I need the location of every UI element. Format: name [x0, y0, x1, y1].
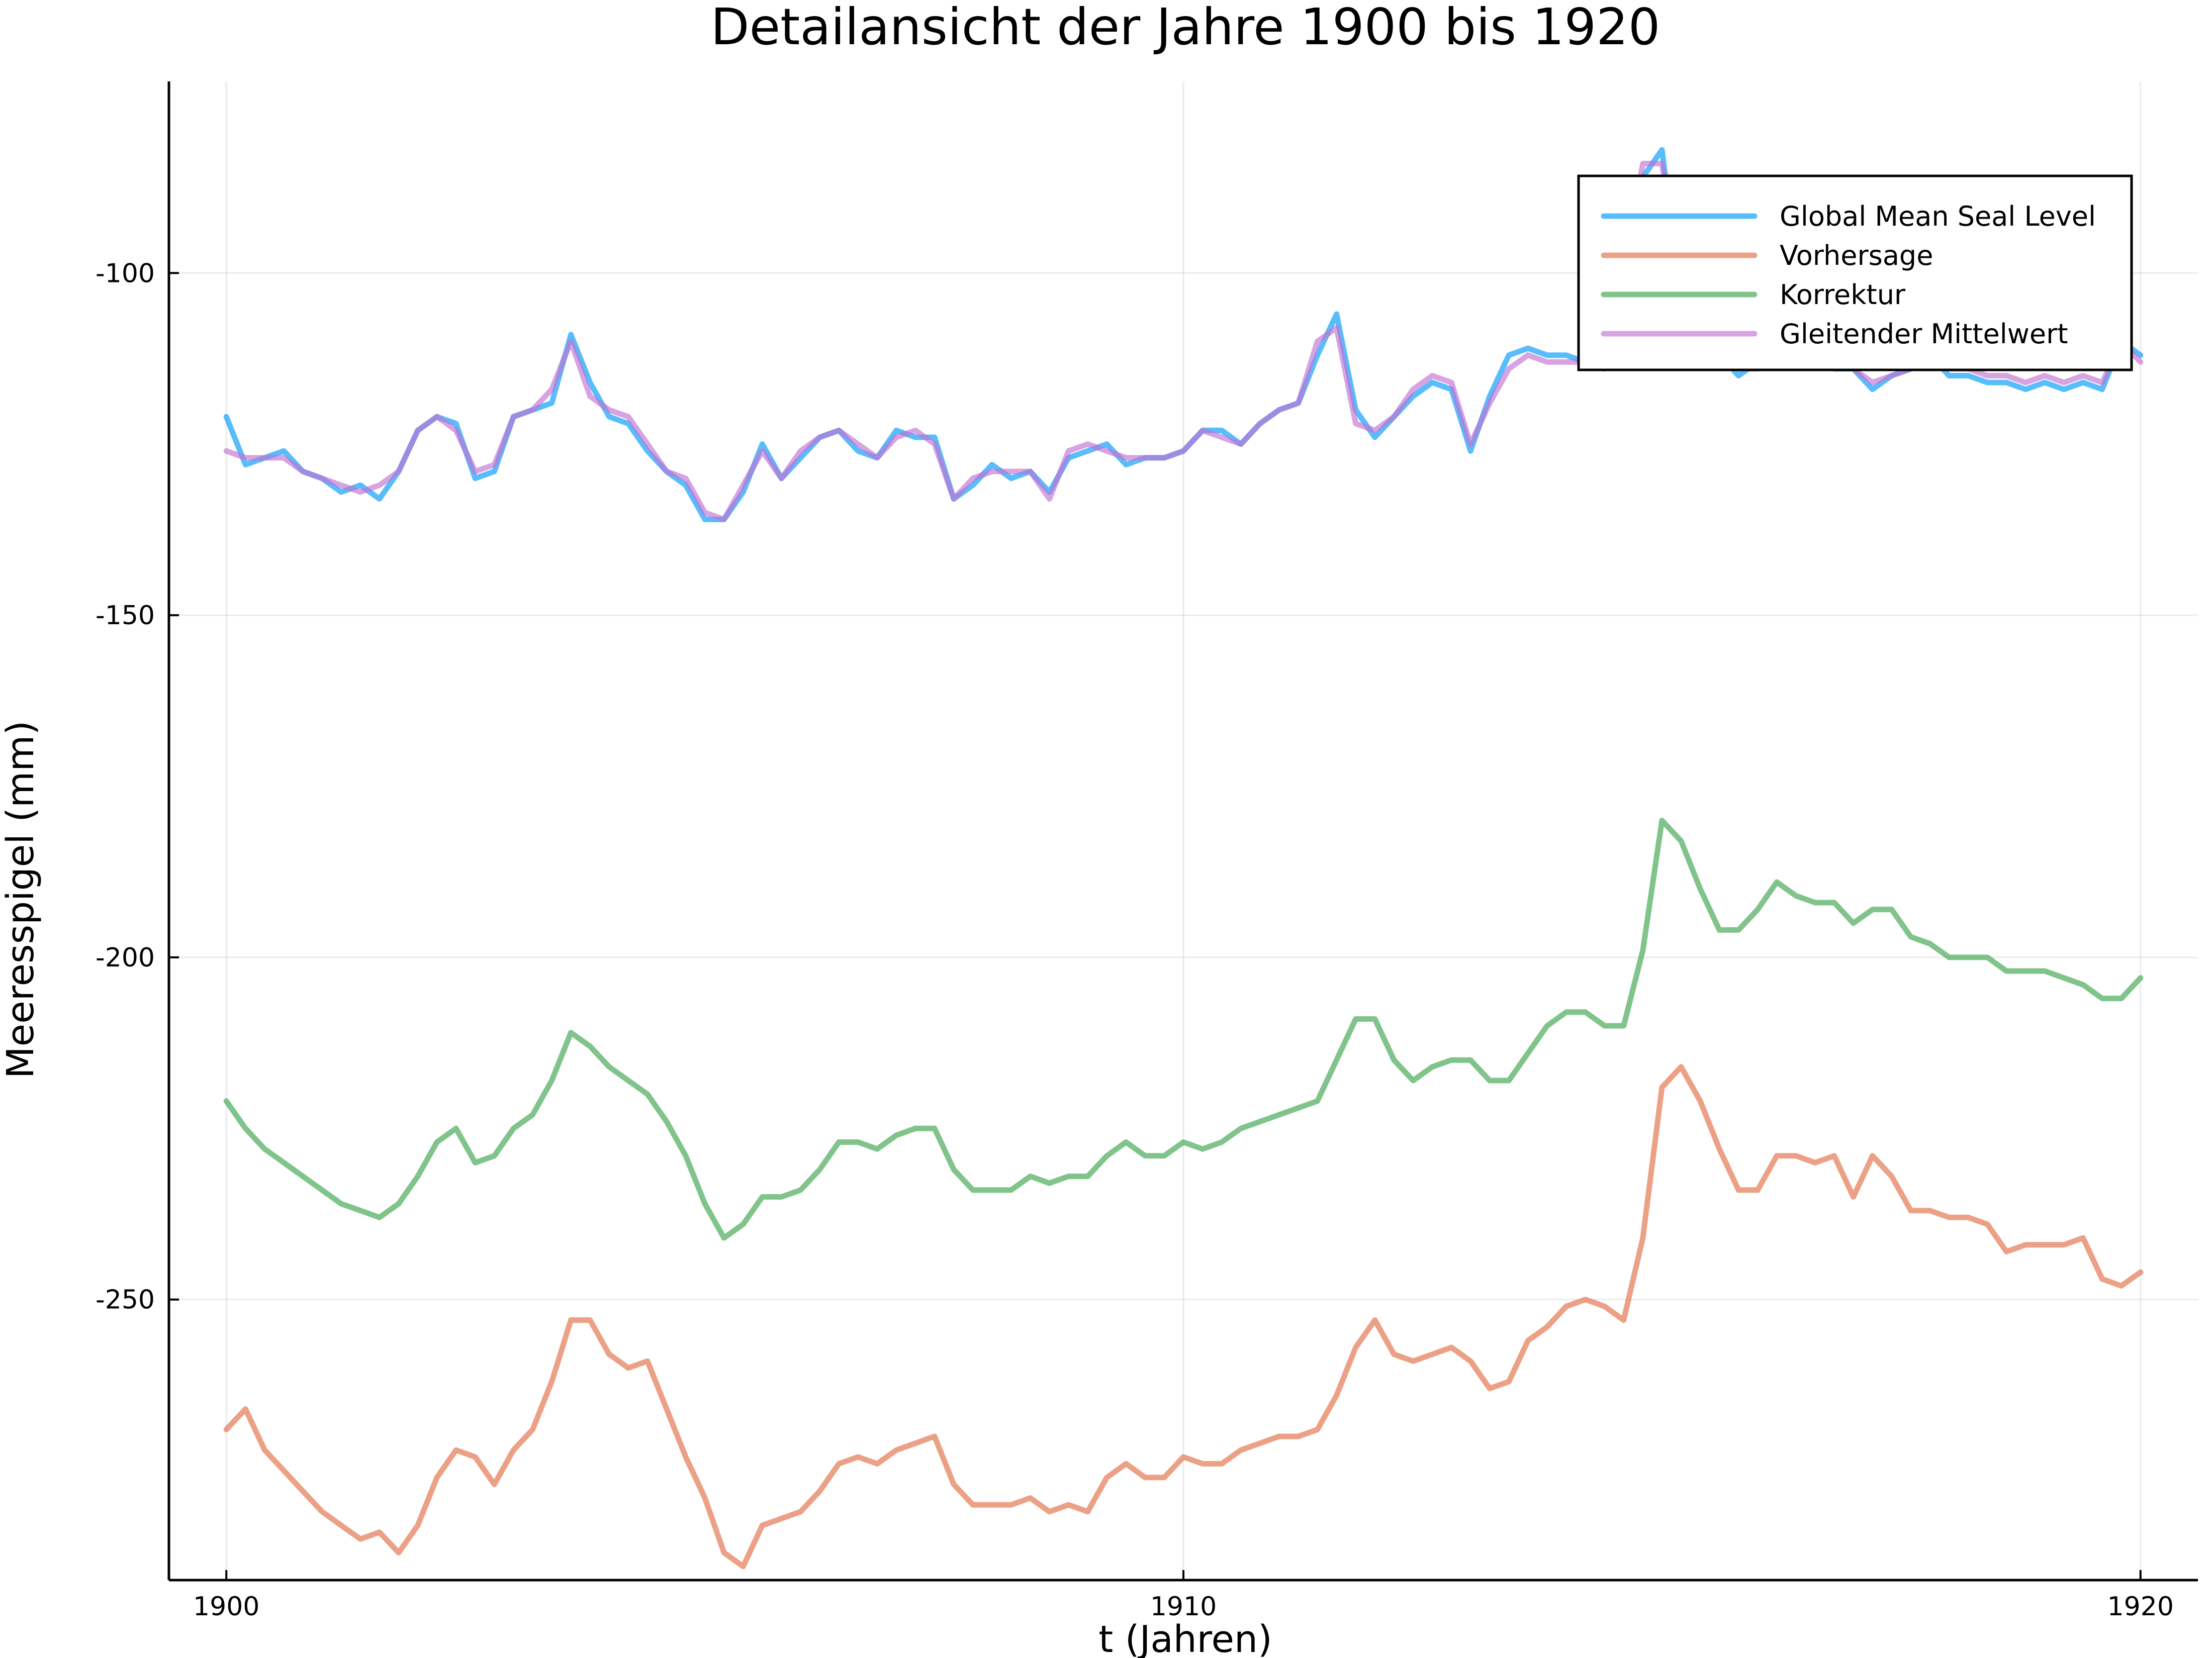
- series-line-2: [223, 1064, 2144, 1570]
- y-tick-label: -250: [96, 1285, 155, 1315]
- chart-title: Detailansicht der Jahre 1900 bis 1920: [711, 0, 1661, 56]
- y-tick-label: -100: [96, 258, 155, 288]
- legend-label-1: Global Mean Seal Level: [1780, 201, 2096, 232]
- axes: 1900 1910 1920 -100 -150 -200 -250: [96, 81, 2198, 1622]
- x-tick-label: 1900: [193, 1592, 259, 1622]
- y-tick-label: -150: [96, 601, 155, 631]
- legend: Global Mean Seal Level Vorhersage Korrektu…: [1577, 174, 2133, 371]
- y-tick-label: -200: [96, 943, 155, 973]
- y-axis-label: Meeresspigel (mm): [0, 721, 42, 1079]
- x-axis-label: t (Jahren): [1098, 1618, 1272, 1658]
- series-line-3: [223, 818, 2144, 1241]
- legend-label-3: Korrektur: [1780, 279, 1906, 311]
- legend-box: [1577, 174, 2133, 371]
- x-tick-label: 1910: [1150, 1592, 1217, 1622]
- legend-label-4: Gleitender Mittelwert: [1780, 318, 2068, 350]
- legend-label-2: Vorhersage: [1780, 240, 1933, 271]
- grid: [169, 81, 2198, 1580]
- x-tick-label: 1920: [2107, 1592, 2174, 1622]
